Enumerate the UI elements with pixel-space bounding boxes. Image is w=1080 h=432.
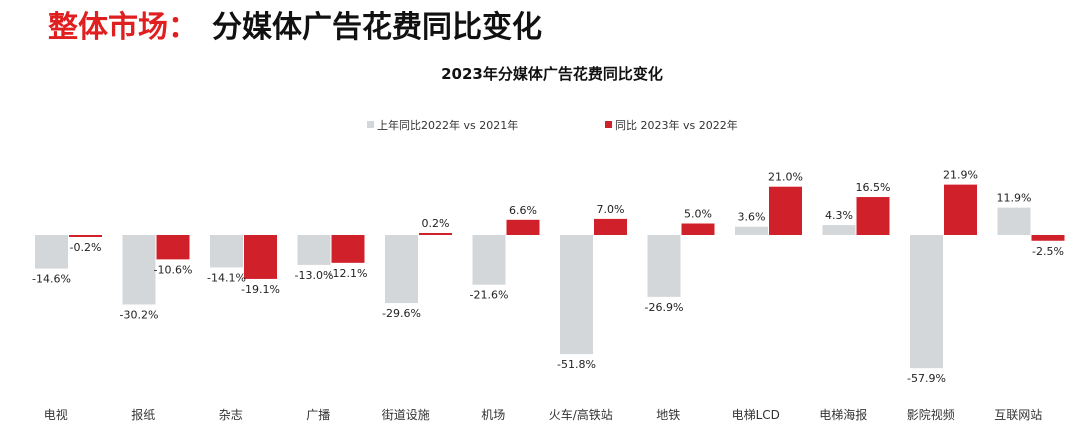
bar-2022-6 <box>560 235 593 355</box>
bar-2022-11 <box>997 207 1031 235</box>
legend-label-2022: 上年同比2022年 vs 2021年 <box>377 118 518 132</box>
category-label-0: 电视 <box>44 407 68 422</box>
data-label-2022-9: 4.3% <box>825 209 853 222</box>
data-label-2022-3: -13.0% <box>295 269 334 282</box>
data-label-2022-4: -29.6% <box>382 307 421 320</box>
data-label-2022-6: -51.8% <box>557 358 596 371</box>
bar-2023-8 <box>769 186 802 235</box>
value-labels-layer: -14.6% -0.2% -30.2% -10.6% -14.1%-19.1% -13.0… <box>32 169 1064 386</box>
data-label-2023-7: 5.0% <box>684 208 712 221</box>
data-label-2023-3: -12.1% <box>329 267 368 280</box>
category-label-6: 火车/高铁站 <box>549 407 613 422</box>
data-label-2022-5: -21.6% <box>470 289 509 302</box>
data-label-2023-1: -10.6% <box>154 263 193 276</box>
category-labels-layer: 电视 报纸 杂志 广播 街道设施 机场 火车/高铁站 地铁 电梯LCD 电梯海报 影院视频 互联网站 <box>44 407 1043 422</box>
data-label-2023-11: -2.5% <box>1032 245 1064 258</box>
bar-2022-7 <box>647 235 681 297</box>
data-label-2023-4: 0.2% <box>422 217 450 230</box>
data-label-2022-11: 11.9% <box>997 192 1032 205</box>
legend-swatch-2022 <box>367 121 374 128</box>
category-label-11: 互联网站 <box>994 408 1042 422</box>
category-label-9: 电梯海报 <box>819 407 867 422</box>
bar-2022-8 <box>735 226 768 235</box>
data-label-2023-8: 21.0% <box>768 171 803 184</box>
data-label-2022-2: -14.1% <box>207 271 246 284</box>
category-label-3: 广播 <box>306 408 330 422</box>
category-label-10: 影院视频 <box>907 407 955 422</box>
bar-2023-1 <box>156 235 190 260</box>
bar-2023-11 <box>1031 235 1065 241</box>
category-label-5: 机场 <box>481 408 505 422</box>
page-header: 整体市场： 分媒体广告花费同比变化 <box>48 2 542 46</box>
data-label-2023-0: -0.2% <box>70 241 102 254</box>
bar-2022-4 <box>385 235 418 304</box>
bar-2022-0 <box>35 235 68 269</box>
data-label-2022-10: -57.9% <box>907 372 946 385</box>
bar-2022-9 <box>822 225 856 235</box>
bar-2022-10 <box>910 235 943 369</box>
bar-2022-2 <box>210 235 243 268</box>
legend-label-2023: 同比 2023年 vs 2022年 <box>615 118 738 132</box>
bar-2023-3 <box>331 235 365 263</box>
data-label-2022-7: -26.9% <box>645 301 684 314</box>
data-label-2023-2: -19.1% <box>241 283 280 296</box>
bar-2023-0 <box>69 235 102 237</box>
bar-2023-5 <box>506 219 540 235</box>
bar-2023-6 <box>594 218 627 235</box>
category-label-7: 地铁 <box>656 408 680 422</box>
bar-2022-3 <box>297 235 331 265</box>
bar-2023-7 <box>681 223 715 235</box>
data-label-2022-1: -30.2% <box>120 308 159 321</box>
chart-title: 2023年分媒体广告花费同比变化 <box>441 65 663 83</box>
data-label-2022-0: -14.6% <box>32 273 71 286</box>
bar-2023-10 <box>944 184 977 235</box>
data-label-2023-6: 7.0% <box>597 203 625 216</box>
legend: 上年同比2022年 vs 2021年 同比 2023年 vs 2022年 <box>367 118 738 132</box>
page-title: 分媒体广告花费同比变化 <box>212 10 542 45</box>
legend-swatch-2023 <box>605 121 612 128</box>
data-label-2023-10: 21.9% <box>943 169 978 182</box>
bar-2022-1 <box>122 235 156 305</box>
category-label-2: 杂志 <box>219 408 243 422</box>
bar-2022-5 <box>472 235 506 285</box>
category-label-8: 电梯LCD <box>732 408 780 422</box>
bar-2023-4 <box>419 233 452 235</box>
data-label-2023-9: 16.5% <box>856 181 891 194</box>
bar-2023-2 <box>244 235 277 279</box>
data-label-2022-8: 3.6% <box>738 211 766 224</box>
header-prefix: 整体市场： <box>48 10 198 45</box>
category-label-1: 报纸 <box>131 407 155 422</box>
data-label-2023-5: 6.6% <box>509 204 537 217</box>
category-label-4: 街道设施 <box>382 408 430 422</box>
bars-layer <box>35 184 1065 369</box>
bar-2023-9 <box>856 197 890 235</box>
